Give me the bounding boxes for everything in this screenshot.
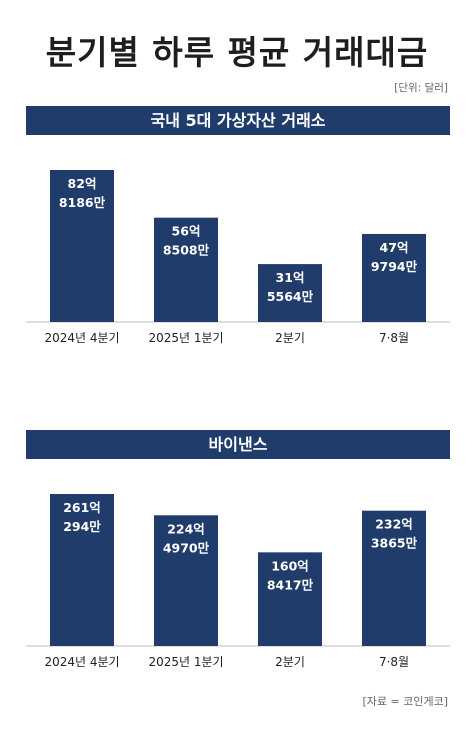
- category-label: 2분기: [275, 655, 305, 669]
- bar-value-label: 160억: [271, 558, 309, 573]
- category-label: 2024년 4분기: [44, 331, 119, 345]
- bar: [362, 233, 426, 322]
- unit-note: [단위: 달러]: [394, 82, 448, 94]
- bar-value-label: 9794만: [371, 259, 418, 274]
- bar: [50, 170, 114, 322]
- bar-value-label: 8508만: [163, 243, 210, 258]
- bar-value-label: 56억: [172, 224, 201, 239]
- bar: [154, 515, 218, 646]
- bar-value-label: 4970만: [163, 540, 210, 555]
- chart-2-title: 바이낸스: [26, 430, 450, 459]
- category-label: 2024년 4분기: [44, 655, 119, 669]
- category-label: 2025년 1분기: [148, 655, 223, 669]
- source-note: [자료 = 코인게코]: [362, 695, 448, 708]
- bar: [154, 217, 218, 322]
- bar: [258, 552, 322, 646]
- bar-value-label: 8186만: [59, 195, 106, 210]
- bar-value-label: 31억: [276, 270, 305, 285]
- bar-value-label: 294만: [63, 519, 101, 534]
- bar: [50, 494, 114, 646]
- bar-value-label: 232억: [375, 517, 413, 532]
- chart-binance: 261억 294만 2024년 4분기 224억 4970만 2025년 1분기 160억 8…: [26, 494, 450, 669]
- bar-value-label: 224억: [167, 521, 205, 536]
- bar: [362, 510, 426, 646]
- bar-value-label: 3865만: [371, 536, 418, 551]
- bar-value-label: 8417만: [267, 577, 314, 592]
- page-title: 분기별 하루 평균 거래대금: [45, 33, 429, 72]
- category-label: 7·8월: [379, 655, 409, 669]
- bar-value-label: 47억: [380, 240, 409, 255]
- bar-value-label: 82억: [68, 176, 97, 191]
- category-label: 7·8월: [379, 331, 409, 345]
- bar-value-label: 261억: [63, 500, 101, 515]
- category-label: 2분기: [275, 331, 305, 345]
- chart-domestic-exchanges: 82억 8186만 2024년 4분기 56억 8508만 2025년 1분기 31억 556…: [26, 170, 450, 345]
- bar: [258, 264, 322, 322]
- chart-1-title: 국내 5대 가상자산 거래소: [26, 106, 450, 135]
- category-label: 2025년 1분기: [148, 331, 223, 345]
- bar-value-label: 5564만: [267, 289, 314, 304]
